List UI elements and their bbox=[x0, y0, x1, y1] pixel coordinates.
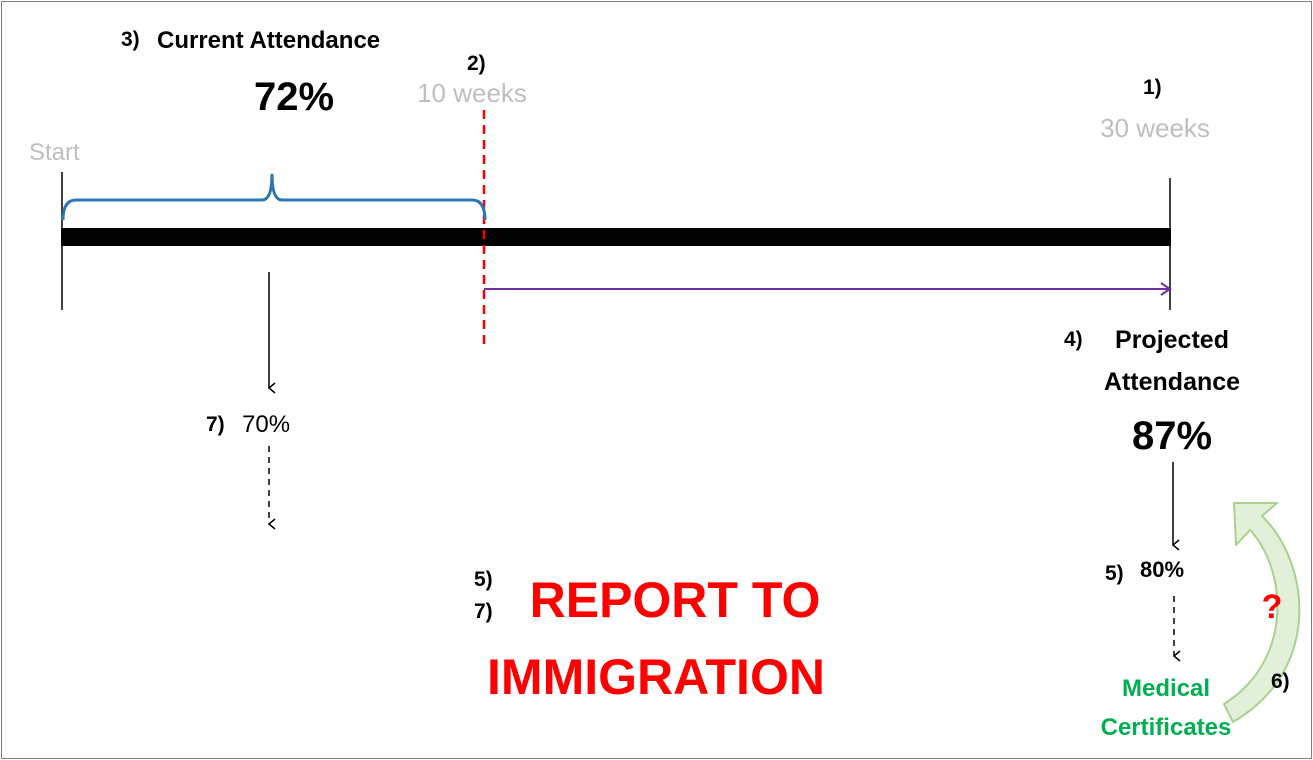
current-attendance-value: 72% bbox=[254, 75, 334, 119]
week30-step: 1) bbox=[1143, 76, 1162, 99]
medical-line2: Certificates bbox=[1101, 714, 1232, 741]
left-threshold-value: 70% bbox=[242, 411, 290, 438]
projected-step: 4) bbox=[1064, 328, 1083, 351]
report-line1: REPORT TO bbox=[530, 572, 821, 628]
right-threshold-value: 80% bbox=[1140, 557, 1184, 582]
report-step-b: 7) bbox=[474, 600, 493, 623]
projected-attendance-value: 87% bbox=[1132, 414, 1212, 458]
timeline-bar bbox=[61, 228, 1171, 246]
medical-step: 6) bbox=[1271, 670, 1290, 693]
current-attendance-label: Current Attendance bbox=[157, 27, 380, 54]
medical-line1: Medical bbox=[1122, 675, 1210, 702]
week10-label: 10 weeks bbox=[417, 78, 527, 108]
week30-label: 30 weeks bbox=[1100, 113, 1210, 143]
question-mark: ? bbox=[1262, 588, 1283, 626]
report-step-a: 5) bbox=[474, 568, 493, 591]
projected-label-line1: Projected bbox=[1115, 326, 1229, 354]
left-threshold-step: 7) bbox=[206, 413, 225, 436]
current-period-brace bbox=[61, 173, 487, 221]
start-label: Start bbox=[29, 139, 80, 166]
right-threshold-step: 5) bbox=[1105, 562, 1124, 585]
current-step: 3) bbox=[121, 28, 140, 51]
curved-return-arrow bbox=[1223, 502, 1301, 723]
projected-label-line2: Attendance bbox=[1104, 368, 1240, 396]
report-line2: IMMIGRATION bbox=[487, 649, 825, 705]
week10-step: 2) bbox=[467, 52, 486, 75]
